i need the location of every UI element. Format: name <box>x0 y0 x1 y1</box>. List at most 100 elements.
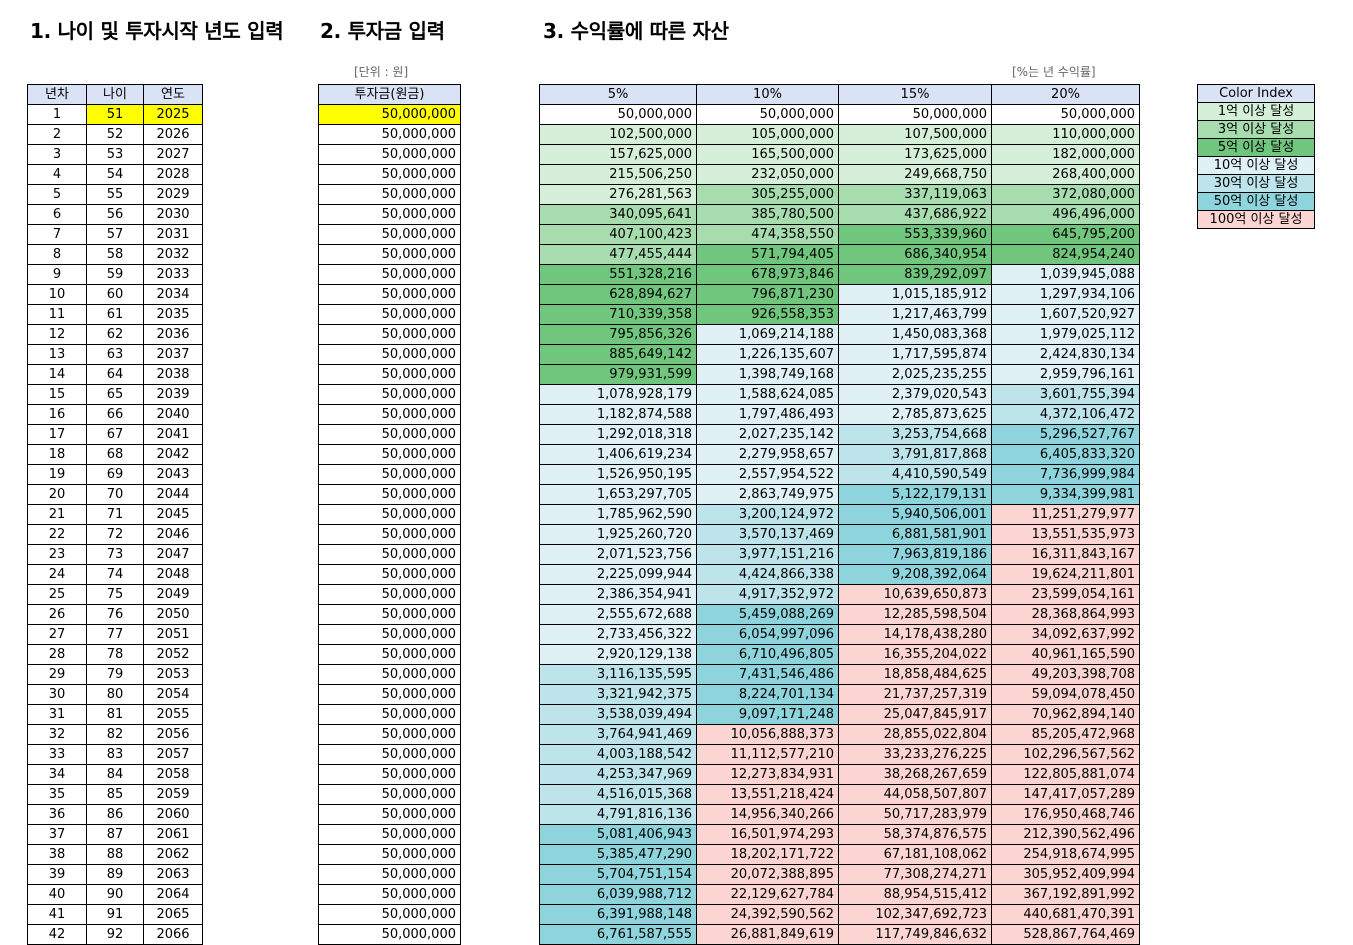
investment-cell[interactable]: 50,000,000 <box>318 664 461 685</box>
asset-cell[interactable]: 795,856,326 <box>539 324 697 345</box>
asset-cell[interactable]: 11,112,577,210 <box>696 744 839 765</box>
asset-cell[interactable]: 1,450,083,368 <box>838 324 992 345</box>
investment-cell[interactable]: 50,000,000 <box>318 544 461 565</box>
asset-cell[interactable]: 2,279,958,657 <box>696 444 839 465</box>
asset-cell[interactable]: 528,867,764,469 <box>991 924 1140 945</box>
asset-cell[interactable]: 77,308,274,271 <box>838 864 992 885</box>
asset-cell[interactable]: 7,736,999,984 <box>991 464 1140 485</box>
table-cell[interactable]: 90 <box>86 884 144 905</box>
table-cell[interactable]: 2042 <box>143 444 203 465</box>
table-cell[interactable]: 2038 <box>143 364 203 385</box>
asset-cell[interactable]: 50,717,283,979 <box>838 804 992 825</box>
table-cell[interactable]: 2028 <box>143 164 203 185</box>
table-cell[interactable]: 2049 <box>143 584 203 605</box>
table-cell[interactable]: 8 <box>27 244 87 265</box>
table-cell[interactable]: 2026 <box>143 124 203 145</box>
table-cell[interactable]: 23 <box>27 544 87 565</box>
table-cell[interactable]: 2037 <box>143 344 203 365</box>
asset-cell[interactable]: 5,122,179,131 <box>838 484 992 505</box>
table-cell[interactable]: 6 <box>27 204 87 225</box>
table-cell[interactable]: 76 <box>86 604 144 625</box>
table-cell[interactable]: 66 <box>86 404 144 425</box>
table-cell[interactable]: 38 <box>27 844 87 865</box>
investment-cell[interactable]: 50,000,000 <box>318 224 461 245</box>
table-cell[interactable]: 2041 <box>143 424 203 445</box>
table-cell[interactable]: 83 <box>86 744 144 765</box>
asset-cell[interactable]: 4,372,106,472 <box>991 404 1140 425</box>
asset-cell[interactable]: 268,400,000 <box>991 164 1140 185</box>
table-cell[interactable]: 91 <box>86 904 144 925</box>
asset-cell[interactable]: 276,281,563 <box>539 184 697 205</box>
asset-cell[interactable]: 50,000,000 <box>838 104 992 125</box>
table-cell[interactable]: 40 <box>27 884 87 905</box>
table-cell[interactable]: 14 <box>27 364 87 385</box>
asset-cell[interactable]: 18,202,171,722 <box>696 844 839 865</box>
table-cell[interactable]: 2060 <box>143 804 203 825</box>
asset-cell[interactable]: 2,424,830,134 <box>991 344 1140 365</box>
asset-cell[interactable]: 979,931,599 <box>539 364 697 385</box>
investment-cell[interactable]: 50,000,000 <box>318 724 461 745</box>
asset-cell[interactable]: 9,208,392,064 <box>838 564 992 585</box>
asset-cell[interactable]: 678,973,846 <box>696 264 839 285</box>
table-cell[interactable]: 2034 <box>143 284 203 305</box>
table-cell[interactable]: 86 <box>86 804 144 825</box>
table-cell[interactable]: 2036 <box>143 324 203 345</box>
investment-cell[interactable]: 50,000,000 <box>318 504 461 525</box>
asset-cell[interactable]: 102,347,692,723 <box>838 904 992 925</box>
asset-cell[interactable]: 2,027,235,142 <box>696 424 839 445</box>
investment-cell[interactable]: 50,000,000 <box>318 184 461 205</box>
asset-cell[interactable]: 67,181,108,062 <box>838 844 992 865</box>
table-cell[interactable]: 75 <box>86 584 144 605</box>
table-cell[interactable]: 31 <box>27 704 87 725</box>
asset-cell[interactable]: 13,551,218,424 <box>696 784 839 805</box>
asset-cell[interactable]: 50,000,000 <box>991 104 1140 125</box>
investment-cell[interactable]: 50,000,000 <box>318 284 461 305</box>
asset-cell[interactable]: 50,000,000 <box>539 104 697 125</box>
investment-cell[interactable]: 50,000,000 <box>318 704 461 725</box>
asset-cell[interactable]: 249,668,750 <box>838 164 992 185</box>
table-cell[interactable]: 68 <box>86 444 144 465</box>
investment-cell[interactable]: 50,000,000 <box>318 384 461 405</box>
table-cell[interactable]: 67 <box>86 424 144 445</box>
asset-cell[interactable]: 1,398,749,168 <box>696 364 839 385</box>
asset-cell[interactable]: 6,054,997,096 <box>696 624 839 645</box>
table-cell[interactable]: 2052 <box>143 644 203 665</box>
investment-cell[interactable]: 50,000,000 <box>318 824 461 845</box>
table-cell[interactable]: 19 <box>27 464 87 485</box>
asset-cell[interactable]: 122,805,881,074 <box>991 764 1140 785</box>
asset-cell[interactable]: 3,764,941,469 <box>539 724 697 745</box>
asset-cell[interactable]: 839,292,097 <box>838 264 992 285</box>
table-cell[interactable]: 2033 <box>143 264 203 285</box>
asset-cell[interactable]: 9,334,399,981 <box>991 484 1140 505</box>
table-cell[interactable]: 15 <box>27 384 87 405</box>
asset-cell[interactable]: 59,094,078,450 <box>991 684 1140 705</box>
asset-cell[interactable]: 12,273,834,931 <box>696 764 839 785</box>
asset-cell[interactable]: 3,253,754,668 <box>838 424 992 445</box>
table-cell[interactable]: 2029 <box>143 184 203 205</box>
asset-cell[interactable]: 5,296,527,767 <box>991 424 1140 445</box>
asset-cell[interactable]: 10,639,650,873 <box>838 584 992 605</box>
investment-cell[interactable]: 50,000,000 <box>318 624 461 645</box>
table-cell[interactable]: 18 <box>27 444 87 465</box>
asset-cell[interactable]: 4,253,347,969 <box>539 764 697 785</box>
investment-cell[interactable]: 50,000,000 <box>318 864 461 885</box>
asset-cell[interactable]: 1,069,214,188 <box>696 324 839 345</box>
investment-cell[interactable]: 50,000,000 <box>318 764 461 785</box>
asset-cell[interactable]: 102,296,567,562 <box>991 744 1140 765</box>
table-cell[interactable]: 12 <box>27 324 87 345</box>
asset-cell[interactable]: 824,954,240 <box>991 244 1140 265</box>
table-cell[interactable]: 80 <box>86 684 144 705</box>
table-cell[interactable]: 2059 <box>143 784 203 805</box>
asset-cell[interactable]: 1,182,874,588 <box>539 404 697 425</box>
table-cell[interactable]: 2046 <box>143 524 203 545</box>
table-cell[interactable]: 16 <box>27 404 87 425</box>
table-cell[interactable]: 24 <box>27 564 87 585</box>
table-cell[interactable]: 74 <box>86 564 144 585</box>
asset-cell[interactable]: 44,058,507,807 <box>838 784 992 805</box>
table-cell[interactable]: 2047 <box>143 544 203 565</box>
asset-cell[interactable]: 215,506,250 <box>539 164 697 185</box>
asset-cell[interactable]: 102,500,000 <box>539 124 697 145</box>
asset-cell[interactable]: 372,080,000 <box>991 184 1140 205</box>
table-cell[interactable]: 5 <box>27 184 87 205</box>
asset-cell[interactable]: 14,956,340,266 <box>696 804 839 825</box>
